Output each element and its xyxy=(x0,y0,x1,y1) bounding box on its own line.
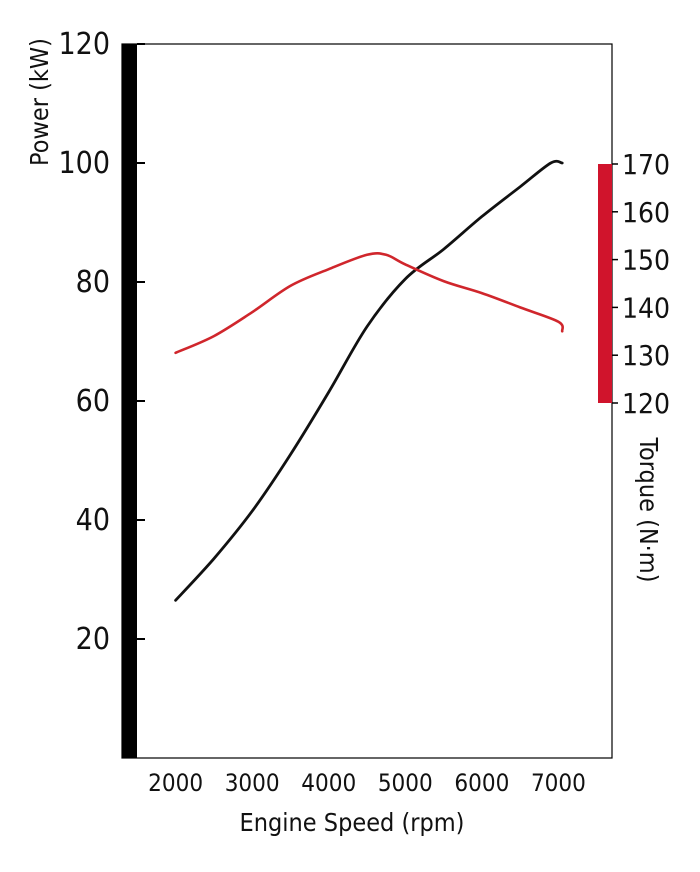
x-tick-label: 7000 xyxy=(531,769,586,797)
left-axis-bar xyxy=(122,44,137,758)
power-line xyxy=(174,159,564,602)
x-tick-label: 5000 xyxy=(378,769,433,797)
right-tick-label: 170 xyxy=(622,148,670,181)
right-tick-label: 130 xyxy=(622,339,670,372)
series-group xyxy=(174,159,564,602)
left-tick-label: 40 xyxy=(76,503,110,538)
torque-line xyxy=(174,252,564,355)
right-axis-bar xyxy=(598,164,612,403)
x-tick-label: 2000 xyxy=(148,769,203,797)
right-tick-label: 160 xyxy=(622,196,670,229)
left-tick-label: 100 xyxy=(58,146,110,181)
left-tick-label: 80 xyxy=(76,265,110,300)
x-axis-title: Engine Speed (rpm) xyxy=(240,808,465,837)
x-tick-label: 4000 xyxy=(301,769,356,797)
left-tick-label: 120 xyxy=(58,27,110,62)
right-tick-label: 120 xyxy=(622,387,670,420)
x-axis-ticks: 2000 3000 4000 5000 6000 7000 xyxy=(148,769,586,797)
right-tick-label: 150 xyxy=(622,244,670,277)
left-axis-ticks: 20 40 60 80 100 120 xyxy=(58,27,145,657)
left-tick-label: 20 xyxy=(76,622,110,657)
right-tick-label: 140 xyxy=(622,291,670,324)
right-axis-ticks: 120 130 140 150 160 170 xyxy=(612,148,670,420)
y-axis-title: Power (kW) xyxy=(25,38,54,166)
plot-frame xyxy=(121,43,613,759)
x-tick-label: 6000 xyxy=(454,769,509,797)
left-tick-label: 60 xyxy=(76,384,110,419)
x-tick-label: 3000 xyxy=(225,769,280,797)
y2-axis-title: Torque (N·m) xyxy=(634,437,663,583)
